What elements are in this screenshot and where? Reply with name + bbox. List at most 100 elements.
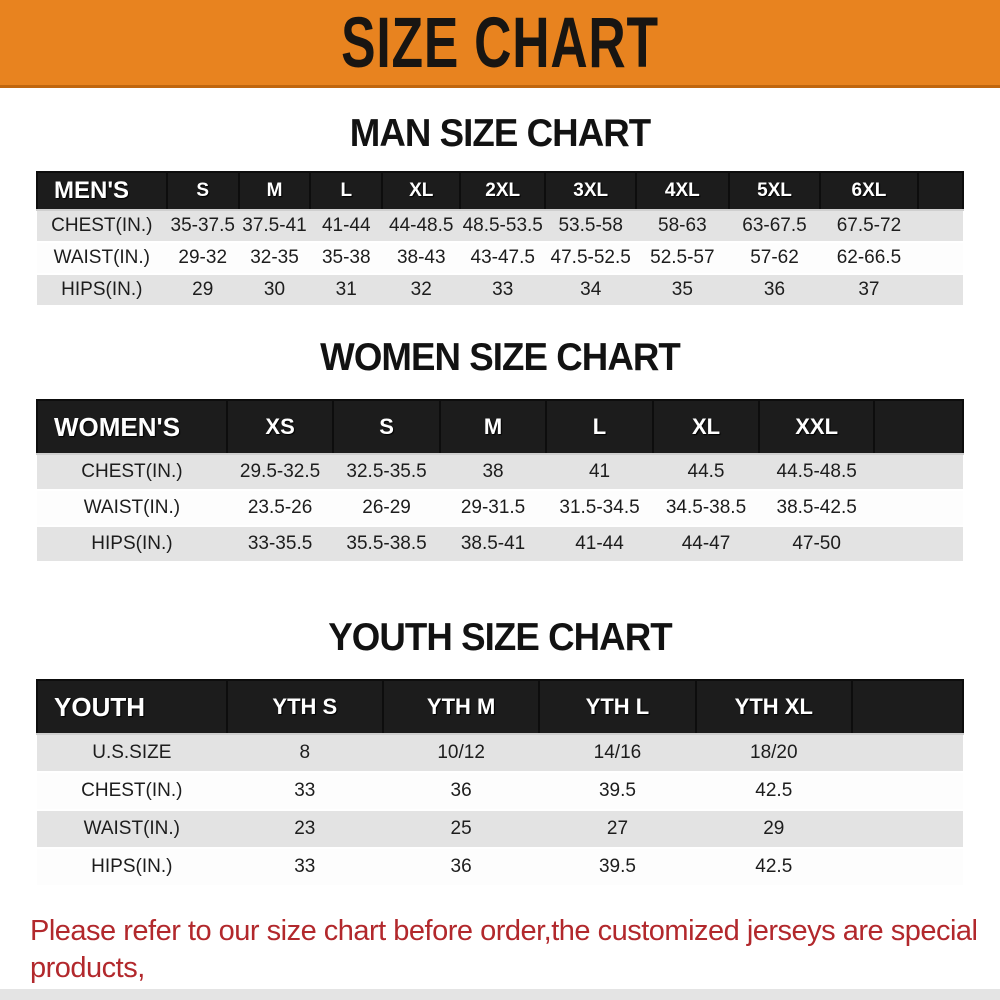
bottom-edge-strip [0, 989, 1000, 1000]
measurement-row-label: CHEST(IN.) [37, 772, 227, 811]
measurement-row: CHEST(IN.) 29.5-32.5 32.5-35.5 38 41 44.5 44.5… [37, 454, 963, 491]
measurement-row: WAIST(IN.) 29-32 32-35 35-38 38-43 43-47.5 47.… [37, 242, 963, 275]
size-value: 29 [695, 810, 852, 849]
size-column-header: M [438, 399, 548, 455]
measurement-row-label: HIPS(IN.) [37, 848, 227, 887]
size-value: 38-43 [382, 242, 461, 275]
measurement-row-label: HIPS(IN.) [37, 526, 227, 563]
size-value: 44.5-48.5 [759, 454, 875, 491]
size-value: 8 [226, 734, 383, 773]
size-value: 36 [382, 848, 540, 887]
size-column-header: YTH XL [694, 679, 853, 735]
size-value: 33-35.5 [226, 526, 334, 563]
measurement-row-label: HIPS(IN.) [37, 274, 167, 307]
footer-disclaimer: Please refer to our size chart before or… [0, 913, 1000, 1000]
men-size-table: MEN'S S M L XL 2XL 3XL 4XL 5XL 6XL CHEST(IN.) 35-37… [36, 171, 965, 307]
size-value: 36 [728, 274, 821, 307]
size-value: 35-38 [310, 242, 383, 275]
size-value: 47-50 [759, 526, 875, 563]
measurement-row: HIPS(IN.) 33-35.5 35.5-38.5 38.5-41 41-44 44-… [37, 526, 963, 563]
header-spacer [916, 171, 965, 211]
size-column-header: YTH M [381, 679, 541, 735]
size-value: 38.5-41 [439, 526, 547, 563]
size-value: 33 [226, 848, 383, 887]
size-value: 10/12 [382, 734, 540, 773]
footer-disclaimer-line1: Please refer to our size chart before or… [30, 915, 978, 984]
youth-section-title: YOUTH SIZE CHART [328, 616, 672, 659]
size-value: 44.5 [652, 454, 760, 491]
measurement-row: CHEST(IN.) 33 36 39.5 42.5 [37, 772, 963, 811]
size-value: 33 [460, 274, 546, 307]
row-spacer [917, 274, 963, 307]
row-spacer [917, 242, 963, 275]
size-value: 35-37.5 [166, 210, 239, 243]
size-value: 29.5-32.5 [226, 454, 334, 491]
table-group-label: WOMEN'S [36, 399, 228, 455]
size-column-header: 5XL [727, 171, 822, 211]
size-value: 29 [166, 274, 239, 307]
size-column-header: XS [225, 399, 335, 455]
measurement-row: WAIST(IN.) 23.5-26 26-29 29-31.5 31.5-34.5 34… [37, 490, 963, 527]
size-value: 26-29 [333, 490, 440, 527]
row-spacer [851, 848, 963, 887]
size-value: 57-62 [728, 242, 821, 275]
row-spacer [851, 772, 963, 811]
size-value: 35 [636, 274, 729, 307]
size-column-header: M [237, 171, 312, 211]
row-spacer [917, 210, 963, 243]
row-spacer [874, 526, 963, 563]
size-value: 30 [238, 274, 311, 307]
row-spacer [851, 734, 963, 773]
measurement-row-label: WAIST(IN.) [37, 242, 167, 275]
size-value: 41-44 [310, 210, 383, 243]
measurement-row-label: CHEST(IN.) [37, 454, 227, 491]
size-value: 39.5 [539, 848, 696, 887]
measurement-row: HIPS(IN.) 29 30 31 32 33 34 35 36 37 [37, 274, 963, 307]
size-value: 43-47.5 [460, 242, 546, 275]
measurement-row-label: U.S.SIZE [37, 734, 227, 773]
size-value: 44-48.5 [382, 210, 461, 243]
women-size-table: WOMEN'S XS S M L XL XXL CHEST(IN.) 29.5-32.5 32.5… [36, 399, 964, 563]
size-value: 67.5-72 [820, 210, 918, 243]
size-column-header: 2XL [459, 171, 547, 211]
measurement-row-label: WAIST(IN.) [37, 810, 227, 849]
size-value: 32.5-35.5 [333, 454, 440, 491]
size-value: 27 [539, 810, 696, 849]
size-value: 44-47 [652, 526, 760, 563]
size-value: 47.5-52.5 [545, 242, 637, 275]
size-value: 34 [545, 274, 637, 307]
size-value: 25 [382, 810, 540, 849]
measurement-row: CHEST(IN.) 35-37.5 37.5-41 41-44 44-48.5 48.5… [37, 210, 963, 243]
size-value: 39.5 [539, 772, 696, 811]
measurement-row-label: WAIST(IN.) [37, 490, 227, 527]
row-spacer [874, 454, 963, 491]
size-value: 18/20 [695, 734, 852, 773]
size-value: 53.5-58 [545, 210, 637, 243]
women-section-title: WOMEN SIZE CHART [320, 336, 681, 379]
size-chart-banner: SIZE CHART [0, 0, 1000, 88]
size-value: 23 [226, 810, 383, 849]
size-value: 31.5-34.5 [546, 490, 653, 527]
row-spacer [874, 490, 963, 527]
man-section-title: MAN SIZE CHART [349, 112, 651, 155]
size-value: 38.5-42.5 [759, 490, 875, 527]
size-value: 32-35 [238, 242, 311, 275]
size-value: 23.5-26 [226, 490, 334, 527]
size-column-header: S [332, 399, 441, 455]
size-value: 31 [310, 274, 383, 307]
measurement-row: HIPS(IN.) 33 36 39.5 42.5 [37, 848, 963, 887]
size-value: 62-66.5 [820, 242, 918, 275]
size-column-header: XL [381, 171, 462, 211]
size-column-header: L [309, 171, 384, 211]
size-column-header: S [165, 171, 240, 211]
size-value: 63-67.5 [728, 210, 821, 243]
youth-size-table: YOUTH YTH S YTH M YTH L YTH XL U.S.SIZE 8 10/12… [36, 679, 965, 887]
size-column-header: 3XL [544, 171, 638, 211]
size-column-header: 4XL [635, 171, 730, 211]
size-column-header: L [545, 399, 654, 455]
table-group-label: YOUTH [36, 679, 228, 735]
size-value: 58-63 [636, 210, 729, 243]
table-group-label: MEN'S [36, 171, 168, 211]
size-value: 42.5 [695, 848, 852, 887]
size-value: 41-44 [546, 526, 653, 563]
